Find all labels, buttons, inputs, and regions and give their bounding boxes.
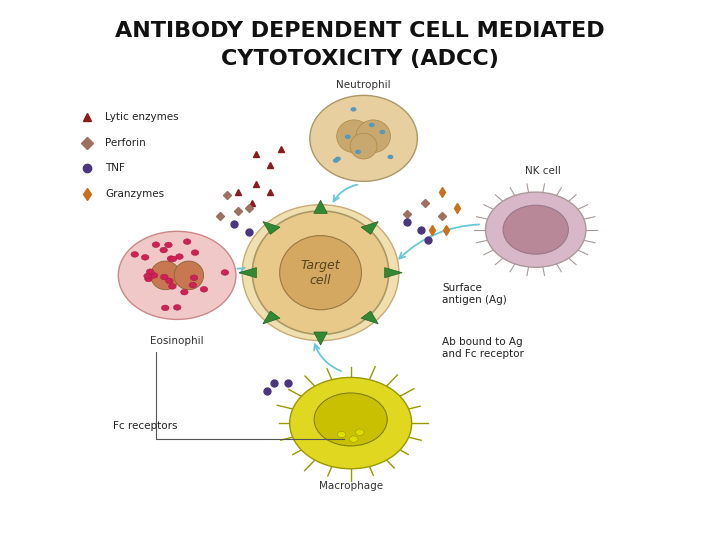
Circle shape [387,154,393,159]
Polygon shape [314,332,328,345]
Circle shape [141,254,149,260]
Circle shape [349,436,358,442]
Circle shape [144,273,151,279]
Ellipse shape [310,96,418,181]
Circle shape [289,377,412,469]
Ellipse shape [314,393,387,446]
Text: Eosinophil: Eosinophil [150,336,204,346]
Polygon shape [361,221,378,234]
Ellipse shape [253,211,389,334]
Ellipse shape [174,261,204,289]
Text: Neutrophil: Neutrophil [336,80,391,90]
Circle shape [160,247,168,253]
Text: Ab bound to Ag
and Fc receptor: Ab bound to Ag and Fc receptor [443,337,524,359]
Polygon shape [263,221,280,234]
Polygon shape [263,311,280,324]
Circle shape [335,157,341,161]
Circle shape [165,242,172,248]
Circle shape [189,282,197,288]
Circle shape [333,158,339,163]
Text: Perforin: Perforin [105,138,146,147]
Text: Target
cell: Target cell [301,259,341,287]
Circle shape [200,286,208,292]
Ellipse shape [150,261,180,289]
Circle shape [184,239,191,245]
Text: Macrophage: Macrophage [319,481,383,491]
Ellipse shape [503,205,568,254]
Circle shape [166,278,174,284]
Text: TNF: TNF [105,164,125,173]
Circle shape [221,269,229,275]
Ellipse shape [279,235,361,310]
Circle shape [379,130,385,134]
Circle shape [150,273,158,278]
Text: NK cell: NK cell [525,166,561,176]
Text: Surface
antigen (Ag): Surface antigen (Ag) [443,284,507,305]
Circle shape [351,107,356,112]
Circle shape [131,252,138,257]
Circle shape [337,431,346,438]
Circle shape [192,250,199,255]
Polygon shape [314,200,328,213]
Circle shape [355,150,361,154]
Ellipse shape [356,120,390,153]
Text: CYTOTOXICITY (ADCC): CYTOTOXICITY (ADCC) [221,49,499,69]
Polygon shape [384,268,402,278]
Ellipse shape [242,205,399,341]
Circle shape [190,275,198,281]
Ellipse shape [350,133,377,159]
Circle shape [161,274,168,280]
Polygon shape [361,311,378,324]
Text: ANTIBODY DEPENDENT CELL MEDIATED: ANTIBODY DEPENDENT CELL MEDIATED [115,21,605,41]
Circle shape [167,256,175,261]
Ellipse shape [337,120,371,153]
Polygon shape [239,268,256,278]
Text: Fc receptors: Fc receptors [112,421,177,431]
Circle shape [169,256,177,262]
Circle shape [118,231,236,320]
Circle shape [145,276,152,282]
Text: Granzymes: Granzymes [105,189,164,199]
Circle shape [174,305,181,310]
Circle shape [161,305,169,310]
Circle shape [485,192,586,267]
Circle shape [181,289,188,295]
Circle shape [345,134,351,139]
Circle shape [356,429,364,435]
Circle shape [168,284,176,289]
Circle shape [152,242,160,247]
Circle shape [146,269,154,275]
Text: Lytic enzymes: Lytic enzymes [105,112,179,122]
Circle shape [176,254,184,260]
Circle shape [369,123,374,127]
